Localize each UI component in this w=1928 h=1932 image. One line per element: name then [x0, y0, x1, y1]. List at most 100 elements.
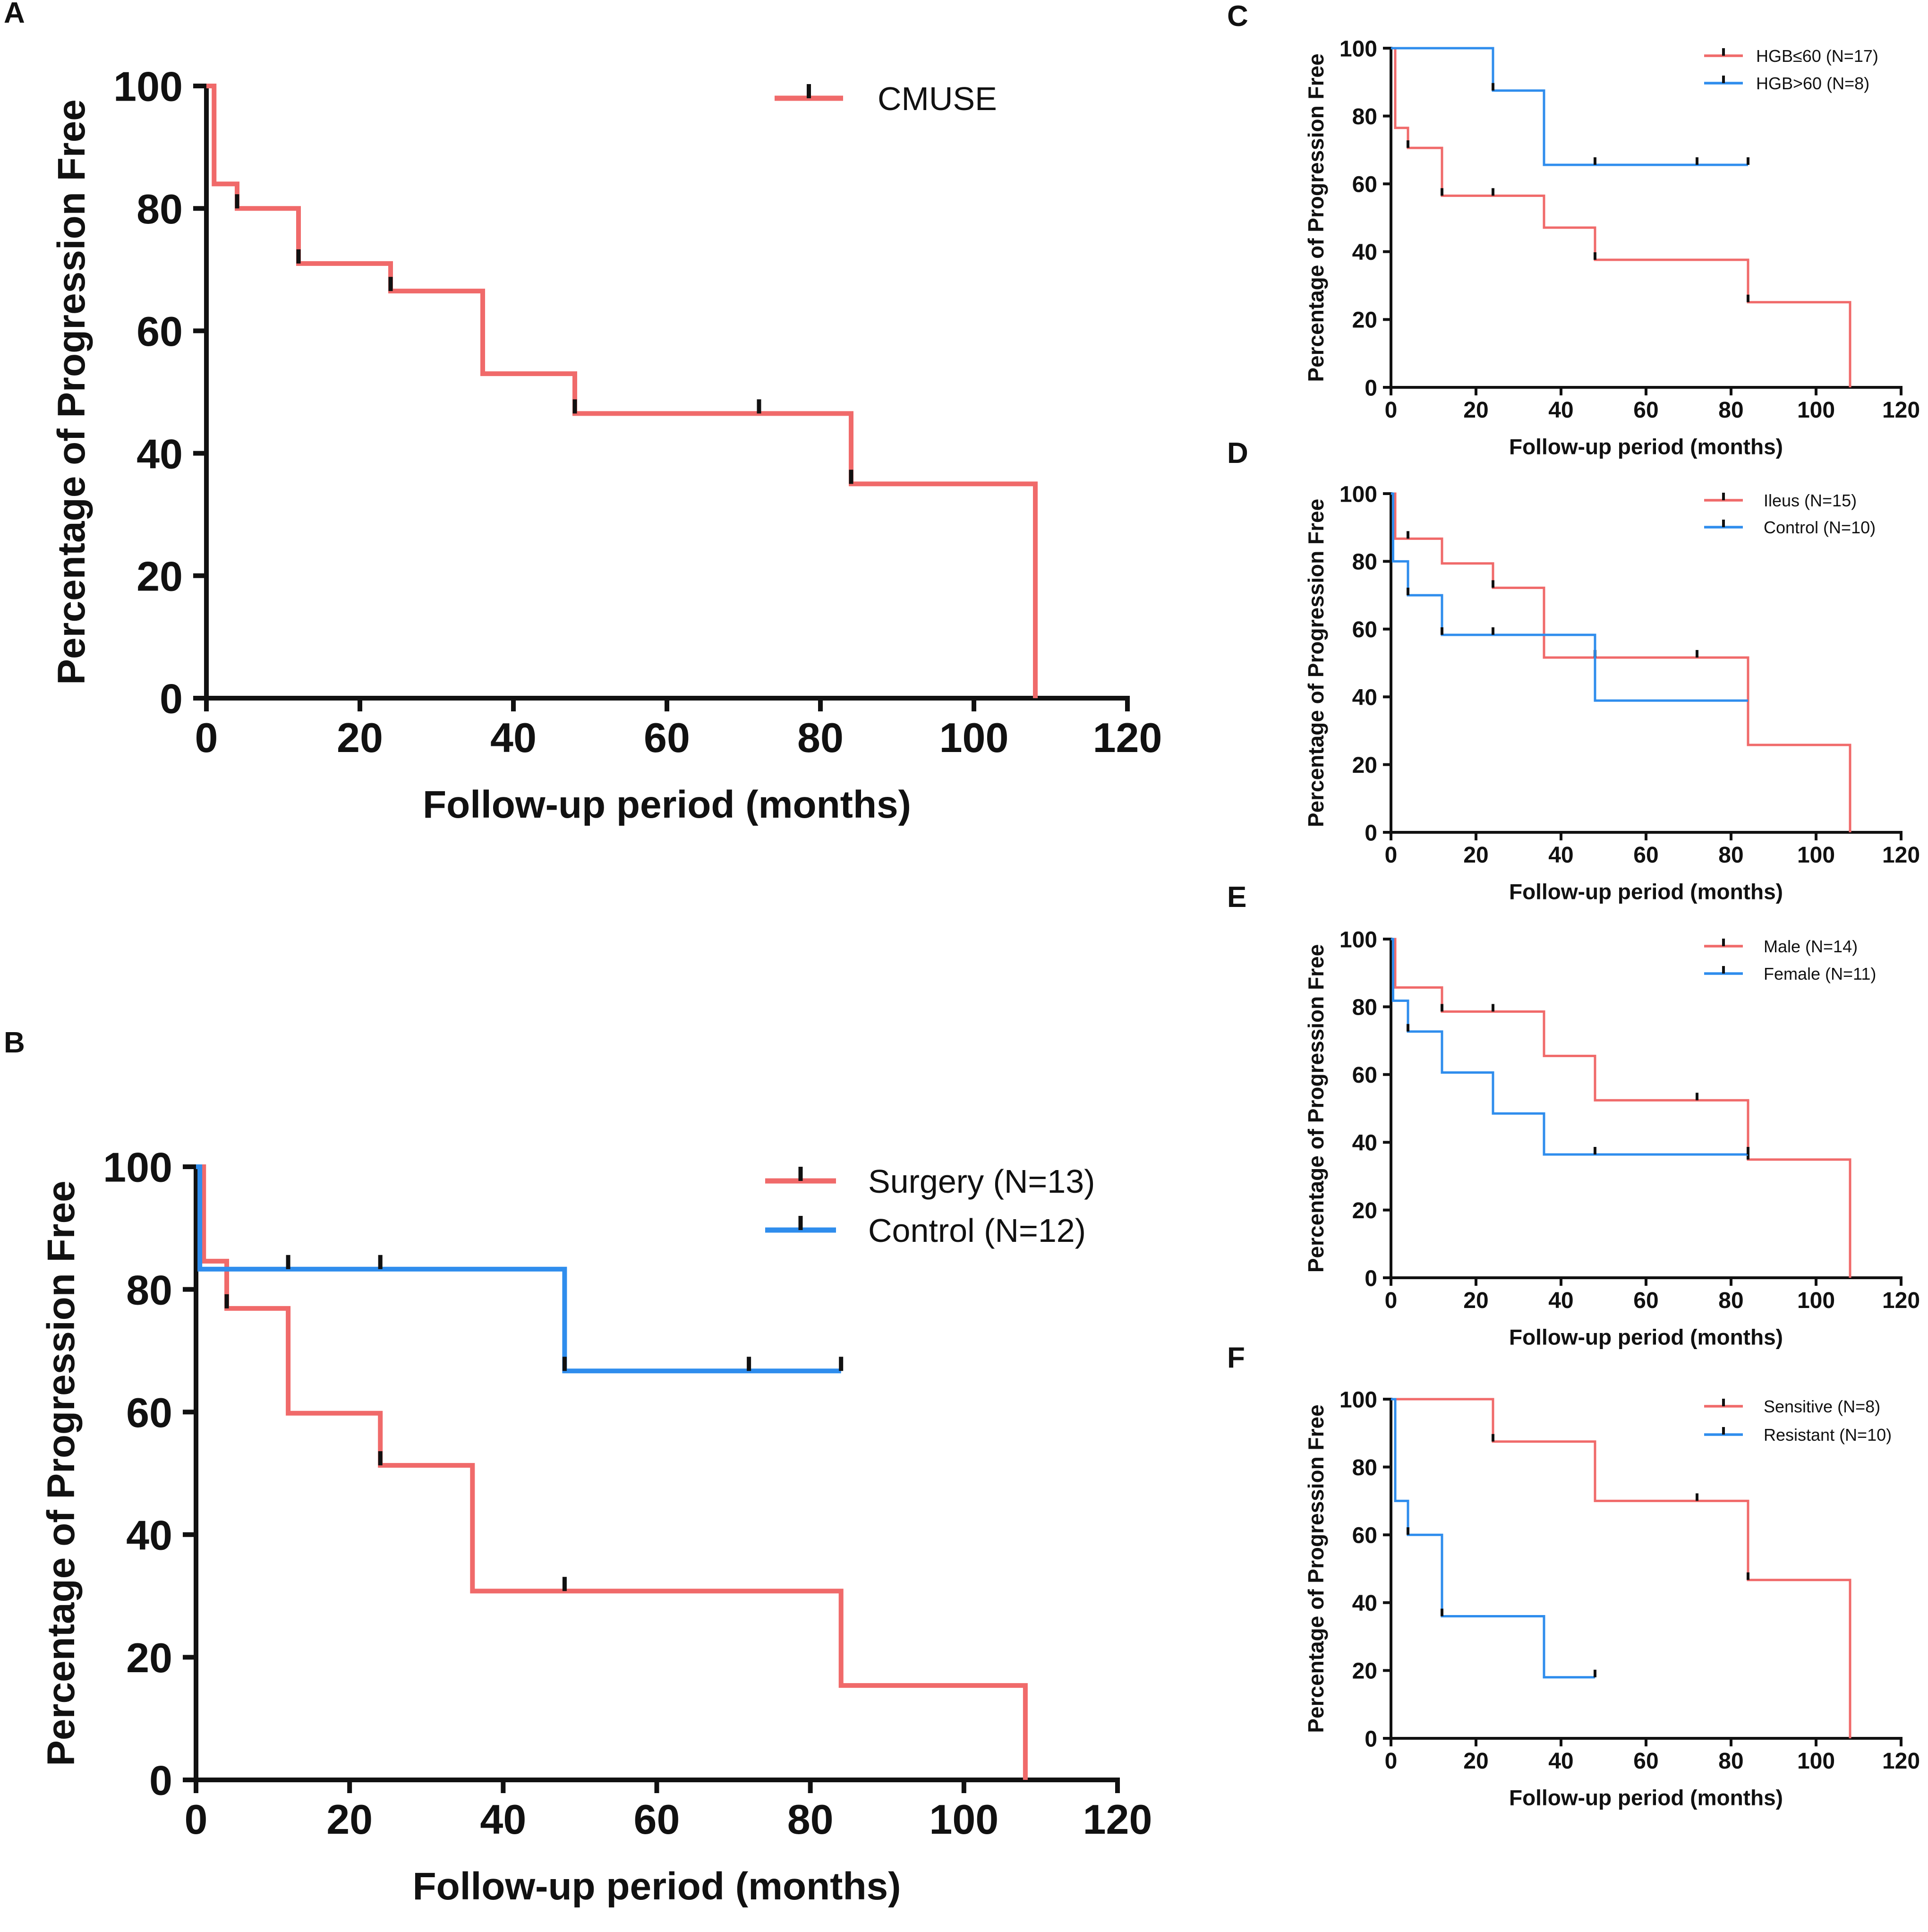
panel-b: B 0 20 40 60 80 100 0 20 40 60 80 100 120 Follow-up pe…: [4, 1026, 1152, 1908]
y-tick-label: 20: [1352, 1198, 1377, 1223]
y-tick-label: 100: [1339, 927, 1377, 952]
x-tick-label: 0: [195, 714, 218, 761]
legend-censor-mark: [798, 1216, 803, 1230]
x-tick-label: 0: [185, 1796, 208, 1843]
panel-letter: A: [4, 0, 25, 29]
censor-mark: [378, 1255, 383, 1269]
series-1: HGB>60 (N=8): [1391, 47, 1869, 166]
x-tick-label: 60: [644, 714, 690, 761]
km-step-curve: [1391, 47, 1748, 166]
x-tick-label: 120: [1882, 1288, 1920, 1313]
y-tick-label: 40: [1352, 240, 1377, 265]
legend-censor-mark: [1722, 966, 1725, 974]
x-tick-label: 120: [1882, 843, 1920, 868]
x-tick-label: 80: [1718, 1288, 1743, 1313]
panel-f: F 0 20 40 60 80 100 0 20 40 60 80 100 120 Follow-up pe…: [1227, 1342, 1920, 1810]
y-tick-label: 0: [149, 1757, 172, 1804]
censor-mark: [1492, 83, 1494, 91]
legend-label: Surgery (N=13): [868, 1163, 1095, 1200]
x-tick-label: 20: [1463, 1749, 1488, 1774]
x-tick-label: 20: [1463, 1288, 1488, 1313]
panel-c: C 0 20 40 60 80 100 0 20 40 60 80 100 120 Follow-up pe…: [1227, 0, 1920, 459]
legend-label: CMUSE: [878, 80, 997, 117]
y-tick-label: 80: [136, 186, 183, 232]
y-tick-label: 100: [1339, 36, 1377, 61]
y-tick-label: 80: [126, 1266, 172, 1313]
y-tick-label: 100: [103, 1144, 172, 1191]
y-tick-label: 40: [126, 1512, 172, 1558]
y-tick-label: 40: [1352, 1130, 1377, 1155]
panel-letter: C: [1227, 0, 1248, 33]
y-tick-label: 100: [1339, 1387, 1377, 1412]
km-step-curve: [1391, 938, 1851, 1278]
censor-mark: [1696, 157, 1698, 165]
legend-censor-mark: [1722, 48, 1725, 56]
y-tick-label: 80: [1352, 1455, 1377, 1480]
censor-mark: [1407, 531, 1409, 539]
y-tick-label: 0: [1365, 376, 1377, 401]
legend-label: Control (N=10): [1764, 518, 1876, 537]
x-tick-label: 60: [1633, 843, 1658, 868]
censor-mark: [1747, 1147, 1749, 1155]
series-1: Control (N=10): [1391, 492, 1876, 702]
censor-mark: [235, 194, 239, 209]
series-1: Control (N=12): [196, 1164, 1086, 1374]
censor-mark: [562, 1577, 567, 1591]
x-axis-title: Follow-up period (months): [413, 1865, 901, 1908]
x-tick-label: 60: [634, 1796, 680, 1843]
y-tick-label: 0: [1365, 1727, 1377, 1752]
x-tick-label: 120: [1882, 398, 1920, 423]
series-0: HGB≤60 (N=17): [1391, 46, 1878, 387]
y-axis-title: Percentage of Progression Free: [1304, 499, 1328, 827]
legend-censor-mark: [1722, 939, 1725, 946]
y-tick-label: 20: [1352, 308, 1377, 333]
series-0: Ileus (N=15): [1391, 491, 1857, 832]
series-1: Female (N=11): [1391, 938, 1876, 1156]
km-step-curve: [1391, 47, 1851, 387]
km-step-curve: [1391, 938, 1748, 1156]
y-axis-title: Percentage of Progression Free: [1304, 944, 1328, 1273]
km-step-curve: [1391, 492, 1851, 832]
censor-mark: [1492, 1004, 1494, 1012]
censor-mark: [1492, 1434, 1494, 1442]
x-tick-label: 20: [1463, 398, 1488, 423]
y-tick-label: 80: [1352, 995, 1377, 1020]
x-tick-label: 120: [1093, 714, 1162, 761]
panel-a: A 0 20 40 60 80 100 0 20 40 60 80 100 120 Follow-up pe…: [4, 0, 1162, 826]
km-step-curve: [206, 84, 1038, 698]
censor-mark: [1747, 1152, 1749, 1160]
series-0: Surgery (N=13): [196, 1163, 1095, 1780]
censor-mark: [1594, 157, 1596, 165]
censor-mark: [757, 399, 761, 414]
x-tick-label: 80: [1718, 843, 1743, 868]
censor-mark: [839, 1357, 844, 1371]
legend-label: Ileus (N=15): [1764, 491, 1857, 510]
x-tick-label: 80: [797, 714, 844, 761]
legend-label: Male (N=14): [1764, 937, 1858, 956]
x-tick-label: 80: [1718, 1749, 1743, 1774]
y-tick-label: 60: [136, 308, 183, 355]
x-tick-label: 40: [1548, 1749, 1573, 1774]
censor-mark: [1594, 1669, 1596, 1677]
km-step-curve: [196, 1164, 1028, 1780]
censor-mark: [1441, 1004, 1443, 1012]
y-tick-label: 20: [1352, 753, 1377, 778]
x-tick-label: 100: [929, 1796, 998, 1843]
panel-letter: E: [1227, 881, 1246, 914]
x-axis-title: Follow-up period (months): [1509, 435, 1783, 459]
censor-mark: [1441, 188, 1443, 196]
legend-label: HGB≤60 (N=17): [1756, 46, 1878, 66]
x-tick-label: 60: [1633, 1749, 1658, 1774]
x-tick-label: 40: [480, 1796, 526, 1843]
censor-mark: [1407, 1024, 1409, 1032]
censor-mark: [562, 1357, 567, 1371]
censor-mark: [1441, 1608, 1443, 1616]
y-tick-label: 40: [1352, 685, 1377, 710]
series-0: Sensitive (N=8): [1391, 1397, 1880, 1738]
series-0: Male (N=14): [1391, 937, 1858, 1278]
x-tick-label: 100: [939, 714, 1009, 761]
y-tick-label: 60: [1352, 1063, 1377, 1088]
series-1: Resistant (N=10): [1391, 1398, 1892, 1679]
y-tick-label: 60: [126, 1389, 172, 1436]
x-tick-label: 20: [337, 714, 383, 761]
